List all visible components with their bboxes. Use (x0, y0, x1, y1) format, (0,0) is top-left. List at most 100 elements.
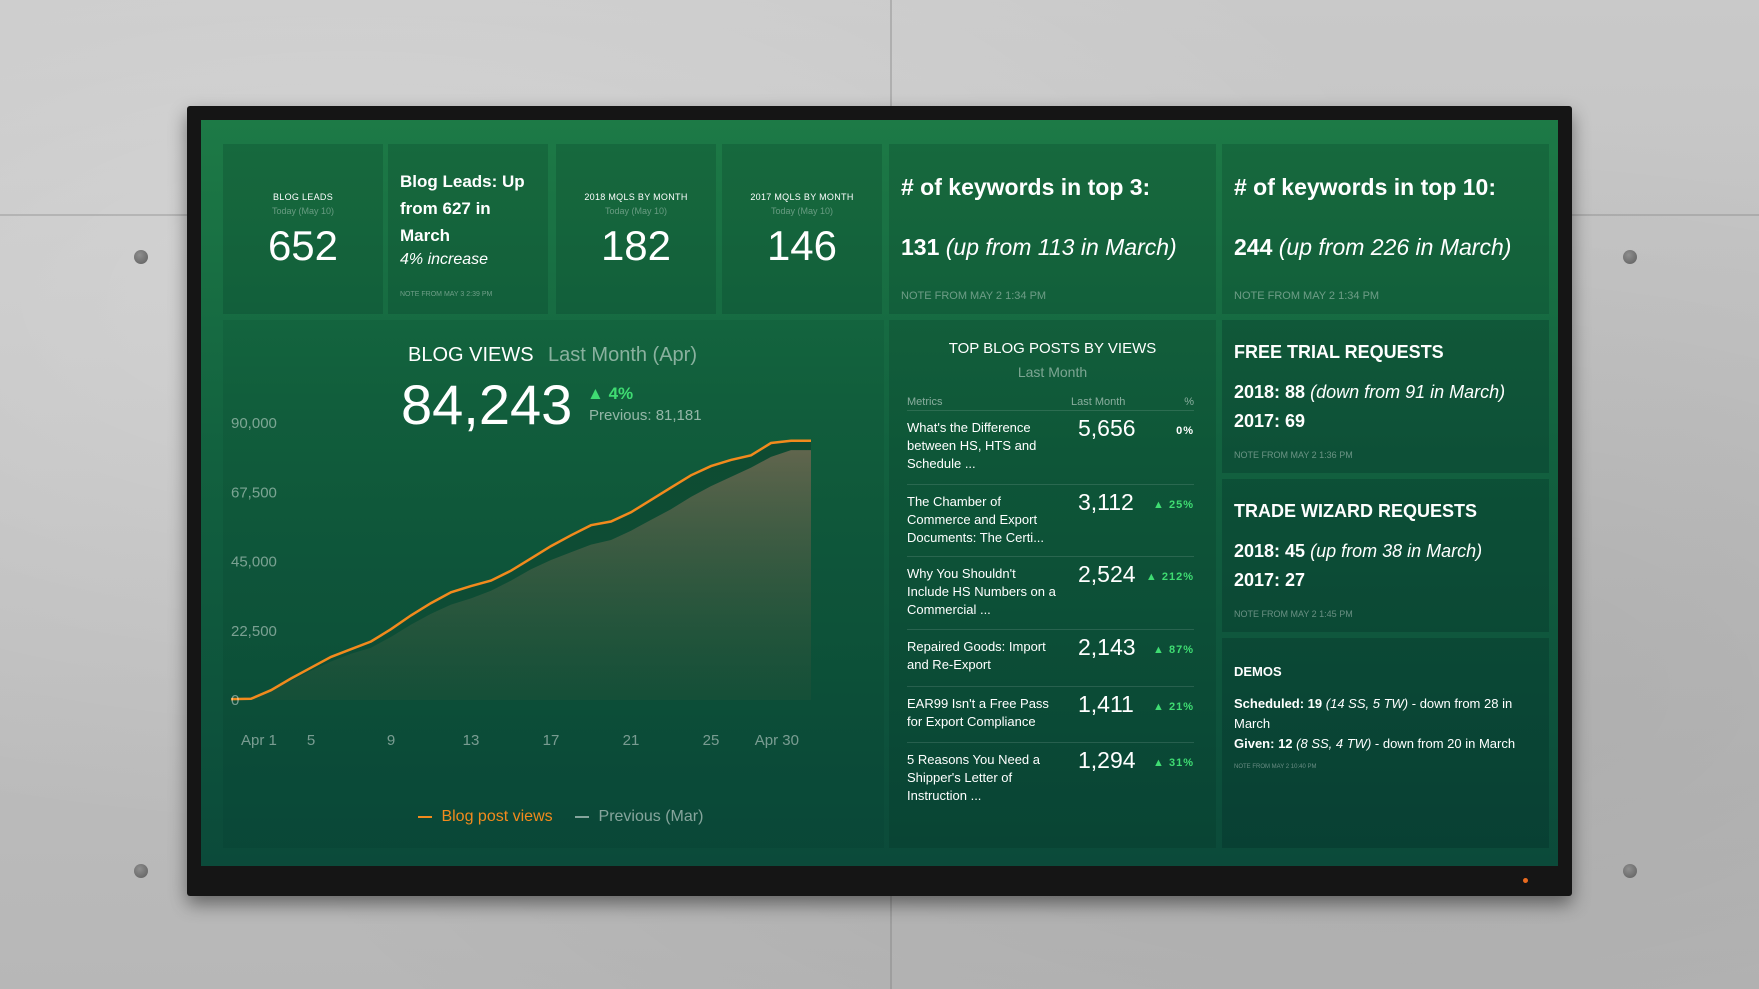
current-line (230, 439, 811, 701)
x-tick-label: 17 (543, 732, 560, 749)
top-posts-header: Metrics Last Month % (907, 396, 1194, 412)
kpi-sub: Today (May 10) (604, 206, 668, 216)
tile-blog-leads-note[interactable]: Blog Leads: Up from 627 in March 4% incr… (388, 144, 548, 314)
keywords-detail: (up from 226 in March) (1278, 234, 1512, 260)
table-row[interactable]: The Chamber of Commerce and Export Docum… (907, 484, 1194, 556)
keywords-value-line: 244 (up from 226 in March) (1234, 234, 1511, 261)
kpi-sub: Today (May 10) (770, 206, 834, 216)
post-change: ▲ 31% (1153, 757, 1194, 769)
post-title: Repaired Goods: Import and Re-Export (907, 639, 1046, 672)
x-tick-label: 21 (623, 732, 640, 749)
post-views: 1,411 (1078, 691, 1134, 717)
y-tick-label: 45,000 (231, 554, 277, 571)
keywords-value: 131 (901, 234, 940, 260)
free-trial-2017: 2017: 69 (1234, 411, 1306, 431)
demos-given-detail: - down from 20 in March (1374, 736, 1516, 751)
kpi-label: 2017 MQLS BY MONTH (750, 192, 854, 202)
tile-keywords-top3[interactable]: # of keywords in top 3: 131 (up from 113… (889, 144, 1216, 314)
x-tick-label: 25 (703, 732, 720, 749)
kpi-value: 182 (600, 222, 672, 269)
blog-views-value: 84,243 (401, 373, 573, 436)
demos-given: Given: 12 (8 SS, 4 TW) - down from 20 in… (1234, 734, 1539, 754)
post-views: 1,294 (1078, 747, 1136, 773)
demos-scheduled-count: Scheduled: 19 (1234, 696, 1323, 711)
table-row[interactable]: EAR99 Isn't a Free Pass for Export Compl… (907, 686, 1194, 742)
tile-demos[interactable]: DEMOS Scheduled: 19 (14 SS, 5 TW) - down… (1222, 638, 1549, 848)
note-timestamp: NOTE FROM MAY 2 10:40 PM (1234, 764, 1317, 770)
blog-views-previous: Previous: 81,181 (589, 407, 702, 424)
col-last-month: Last Month (1071, 396, 1126, 408)
post-title: EAR99 Isn't a Free Pass for Export Compl… (907, 696, 1049, 729)
post-change: 0% (1176, 425, 1194, 437)
note-timestamp: NOTE FROM MAY 2 1:34 PM (901, 290, 1047, 302)
kpi-label: 2018 MQLS BY MONTH (584, 192, 688, 202)
tile-mqls-2018[interactable]: 2018 MQLS BY MONTH Today (May 10) 182 (556, 144, 716, 314)
keywords-value-line: 131 (up from 113 in March) (901, 234, 1177, 261)
demos-title: DEMOS (1234, 664, 1282, 679)
x-tick-label: 13 (463, 732, 480, 749)
wall-bolt (1623, 250, 1637, 264)
col-pct: % (1184, 396, 1194, 408)
keywords-title: # of keywords in top 10: (1234, 174, 1496, 200)
y-tick-label: 67,500 (231, 484, 277, 501)
chart-legend: Blog post views Previous (Mar) (418, 808, 703, 826)
keywords-detail: (up from 113 in March) (945, 234, 1177, 260)
keywords-title: # of keywords in top 3: (901, 174, 1151, 200)
kpi-label: BLOG LEADS (272, 192, 334, 202)
table-row[interactable]: 5 Reasons You Need a Shipper's Letter of… (907, 742, 1194, 804)
tv-frame: BLOG LEADS Today (May 10) 652 Blog Leads… (187, 106, 1572, 896)
tile-mqls-2017[interactable]: 2017 MQLS BY MONTH Today (May 10) 146 (722, 144, 882, 314)
blog-views-change: ▲ 4% (587, 384, 633, 404)
post-title: Why You Shouldn't Include HS Numbers on … (907, 566, 1056, 617)
power-led (1523, 878, 1528, 883)
wall-bolt (134, 864, 148, 878)
kpi-value: 652 (267, 222, 339, 269)
wall-bolt (1623, 864, 1637, 878)
tile-top-blog-posts[interactable]: TOP BLOG POSTS BY VIEWS Last Month Metri… (889, 320, 1216, 848)
table-row[interactable]: Why You Shouldn't Include HS Numbers on … (907, 556, 1194, 629)
x-tick-label: Apr 1 (241, 732, 277, 749)
previous-area (231, 450, 811, 700)
post-title: What's the Difference between HS, HTS an… (907, 420, 1037, 471)
blog-views-chart: 90,000 67,500 45,000 22,500 0 Apr 1 5 9 13 17 21 25… (230, 415, 811, 749)
top-posts-sub: Last Month (1017, 364, 1088, 380)
trade-wizard-2018-detail: (up from 38 in March) (1310, 541, 1483, 561)
tile-trade-wizard[interactable]: TRADE WIZARD REQUESTS 2018: 45 (up from … (1222, 479, 1549, 632)
kpi-sub: Today (May 10) (271, 206, 335, 216)
tile-keywords-top10[interactable]: # of keywords in top 10: 244 (up from 22… (1222, 144, 1549, 314)
table-row[interactable]: Repaired Goods: Import and Re-Export 2,14… (907, 629, 1194, 686)
note-title: Blog Leads: Up from 627 in March (400, 172, 525, 245)
up-arrow-icon: ▲ (587, 384, 604, 403)
x-tick-label: Apr 30 (755, 732, 799, 749)
legend-swatch-previous (575, 815, 590, 818)
trade-wizard-2017: 2017: 27 (1234, 570, 1306, 590)
table-row[interactable]: What's the Difference between HS, HTS an… (907, 410, 1194, 484)
post-change: ▲ 212% (1145, 571, 1194, 583)
note-timestamp: NOTE FROM MAY 3 2:39 PM (400, 291, 493, 298)
x-tick-label: 5 (307, 732, 315, 749)
keywords-value: 244 (1234, 234, 1273, 260)
demos-given-split: (8 SS, 4 TW) (1296, 736, 1372, 751)
demos-scheduled-split: (14 SS, 5 TW) (1325, 696, 1409, 711)
change-value: 4% (608, 384, 634, 403)
post-change: ▲ 87% (1153, 644, 1194, 656)
tile-free-trial[interactable]: FREE TRIAL REQUESTS 2018: 88 (down from … (1222, 320, 1549, 473)
tile-blog-views[interactable]: BLOG VIEWS Last Month (Apr) 84,243 ▲ 4% … (223, 320, 884, 848)
post-views: 2,524 (1078, 561, 1136, 587)
trade-wizard-line1: 2018: 45 (up from 38 in March) (1234, 541, 1482, 562)
tile-blog-leads[interactable]: BLOG LEADS Today (May 10) 652 (223, 144, 383, 314)
post-views: 3,112 (1078, 489, 1134, 515)
note-timestamp: NOTE FROM MAY 2 1:36 PM (1234, 450, 1353, 460)
kpi-value: 146 (766, 222, 838, 269)
free-trial-title: FREE TRIAL REQUESTS (1234, 342, 1444, 362)
x-tick-label: 9 (387, 732, 395, 749)
blog-views-title: BLOG VIEWS (408, 344, 534, 366)
note-timestamp: NOTE FROM MAY 2 1:34 PM (1234, 290, 1380, 302)
dashboard-screen: BLOG LEADS Today (May 10) 652 Blog Leads… (201, 120, 1558, 866)
legend-previous: Previous (Mar) (598, 808, 704, 825)
demos-scheduled-detail: - down from 28 in March (1234, 696, 1513, 731)
note-timestamp: NOTE FROM MAY 2 1:45 PM (1234, 609, 1353, 619)
trade-wizard-2018: 2018: 45 (1234, 541, 1306, 561)
blog-views-period: Last Month (Apr) (548, 344, 697, 366)
free-trial-2018-detail: (down from 91 in March) (1310, 382, 1506, 402)
